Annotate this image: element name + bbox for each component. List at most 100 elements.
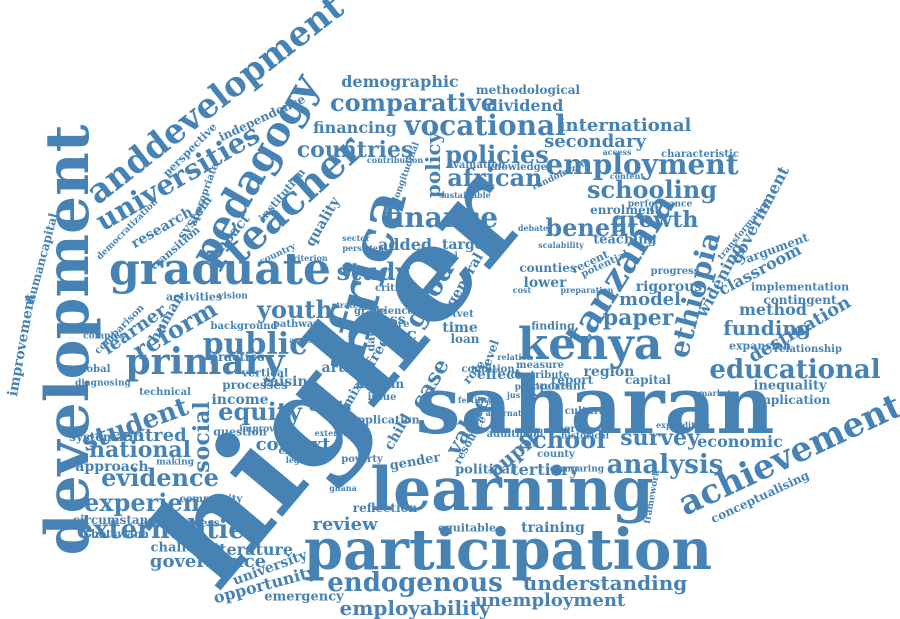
word: adulthood: [486, 429, 544, 440]
word: educational: [709, 355, 881, 385]
word: cultural: [564, 406, 610, 417]
word: income: [211, 392, 269, 408]
word: article: [321, 360, 373, 376]
word: relationship: [774, 344, 842, 355]
word: raising: [262, 374, 318, 390]
word: effect: [476, 367, 522, 383]
word: lower: [523, 275, 567, 291]
word: ghana: [329, 483, 357, 493]
word: rigorous: [635, 279, 703, 295]
word: finding: [531, 319, 575, 333]
word: teaching: [593, 232, 657, 248]
word: challenge: [150, 540, 222, 556]
word: acc: [383, 324, 417, 345]
word: primary: [125, 341, 285, 383]
word: debate: [517, 223, 549, 233]
word: crisis: [308, 399, 352, 415]
word: progress: [650, 266, 700, 277]
word: scalability: [538, 240, 584, 250]
word: participation: [303, 517, 713, 583]
word: funding: [723, 316, 811, 340]
word: added: [377, 235, 433, 254]
word: implementation: [750, 280, 850, 294]
word: assessment: [289, 335, 341, 345]
word: access: [602, 147, 632, 157]
word: dividend: [486, 96, 564, 115]
word: policies: [445, 140, 549, 169]
word: history: [344, 268, 380, 279]
word: science: [372, 306, 414, 317]
word: employment: [545, 148, 739, 181]
word: global: [75, 364, 111, 375]
word: implication: [753, 393, 831, 407]
word: survey: [620, 425, 700, 451]
word: approach: [75, 459, 149, 475]
word: paper: [602, 305, 674, 331]
word: target: [441, 237, 491, 253]
word: loan: [450, 332, 480, 346]
word: saharan: [415, 358, 775, 452]
word: relation: [497, 352, 533, 362]
word: equitable: [438, 521, 496, 535]
word: sustainable: [439, 190, 491, 200]
word: improving: [239, 424, 291, 435]
word: vision: [218, 291, 248, 302]
word: effectiveness: [140, 516, 220, 530]
word: context: [255, 434, 331, 455]
word: evaluation: [446, 160, 506, 171]
word: systematic: [69, 430, 141, 444]
word: vertical: [241, 366, 289, 380]
word: experience: [84, 488, 230, 517]
word: community: [179, 494, 243, 505]
word: contribute: [510, 370, 570, 381]
word: criterion: [288, 253, 328, 263]
word: african: [447, 163, 543, 192]
word: finance: [383, 201, 499, 234]
word: exploring: [278, 446, 332, 457]
word: powerful: [418, 250, 458, 260]
word: data: [364, 324, 378, 352]
word: region: [583, 364, 635, 380]
word: botswana: [90, 527, 150, 541]
word: technical: [139, 387, 191, 398]
word: application: [350, 413, 420, 427]
word: unemployment: [474, 590, 626, 611]
word: emergency: [264, 589, 344, 605]
word: method: [739, 300, 807, 319]
word: governance: [149, 551, 267, 572]
word: equity: [218, 397, 302, 426]
word: secondary: [544, 131, 646, 152]
word: employability: [339, 596, 491, 619]
word: counties: [519, 261, 577, 275]
word: social: [189, 401, 215, 473]
word: evidence: [101, 463, 219, 492]
word: activities: [165, 290, 223, 304]
word: issue: [367, 392, 397, 403]
word: expenditure: [656, 420, 710, 430]
word: processes: [222, 378, 288, 392]
word: contingent: [763, 293, 837, 307]
word: justice: [507, 390, 537, 400]
word: content: [609, 171, 645, 181]
word: alternative: [485, 408, 535, 418]
word: tvet: [452, 309, 474, 320]
word: centred: [109, 425, 187, 446]
word: literature: [206, 540, 294, 559]
word: contribution: [366, 155, 424, 165]
word: comparative: [330, 88, 496, 117]
word: learning: [370, 455, 654, 525]
word: sector: [342, 233, 370, 243]
word: performance: [627, 199, 693, 210]
word: understanding: [522, 571, 688, 595]
word: condition: [461, 364, 515, 375]
word: youth: [257, 295, 333, 324]
word: national: [88, 437, 192, 463]
word: poverty: [341, 454, 383, 465]
word: grade: [353, 306, 387, 317]
word: circumstance: [72, 513, 164, 527]
word: market: [698, 388, 732, 398]
word: complex: [83, 331, 125, 342]
word: methodological: [475, 83, 581, 97]
word: knowledge: [487, 162, 547, 173]
